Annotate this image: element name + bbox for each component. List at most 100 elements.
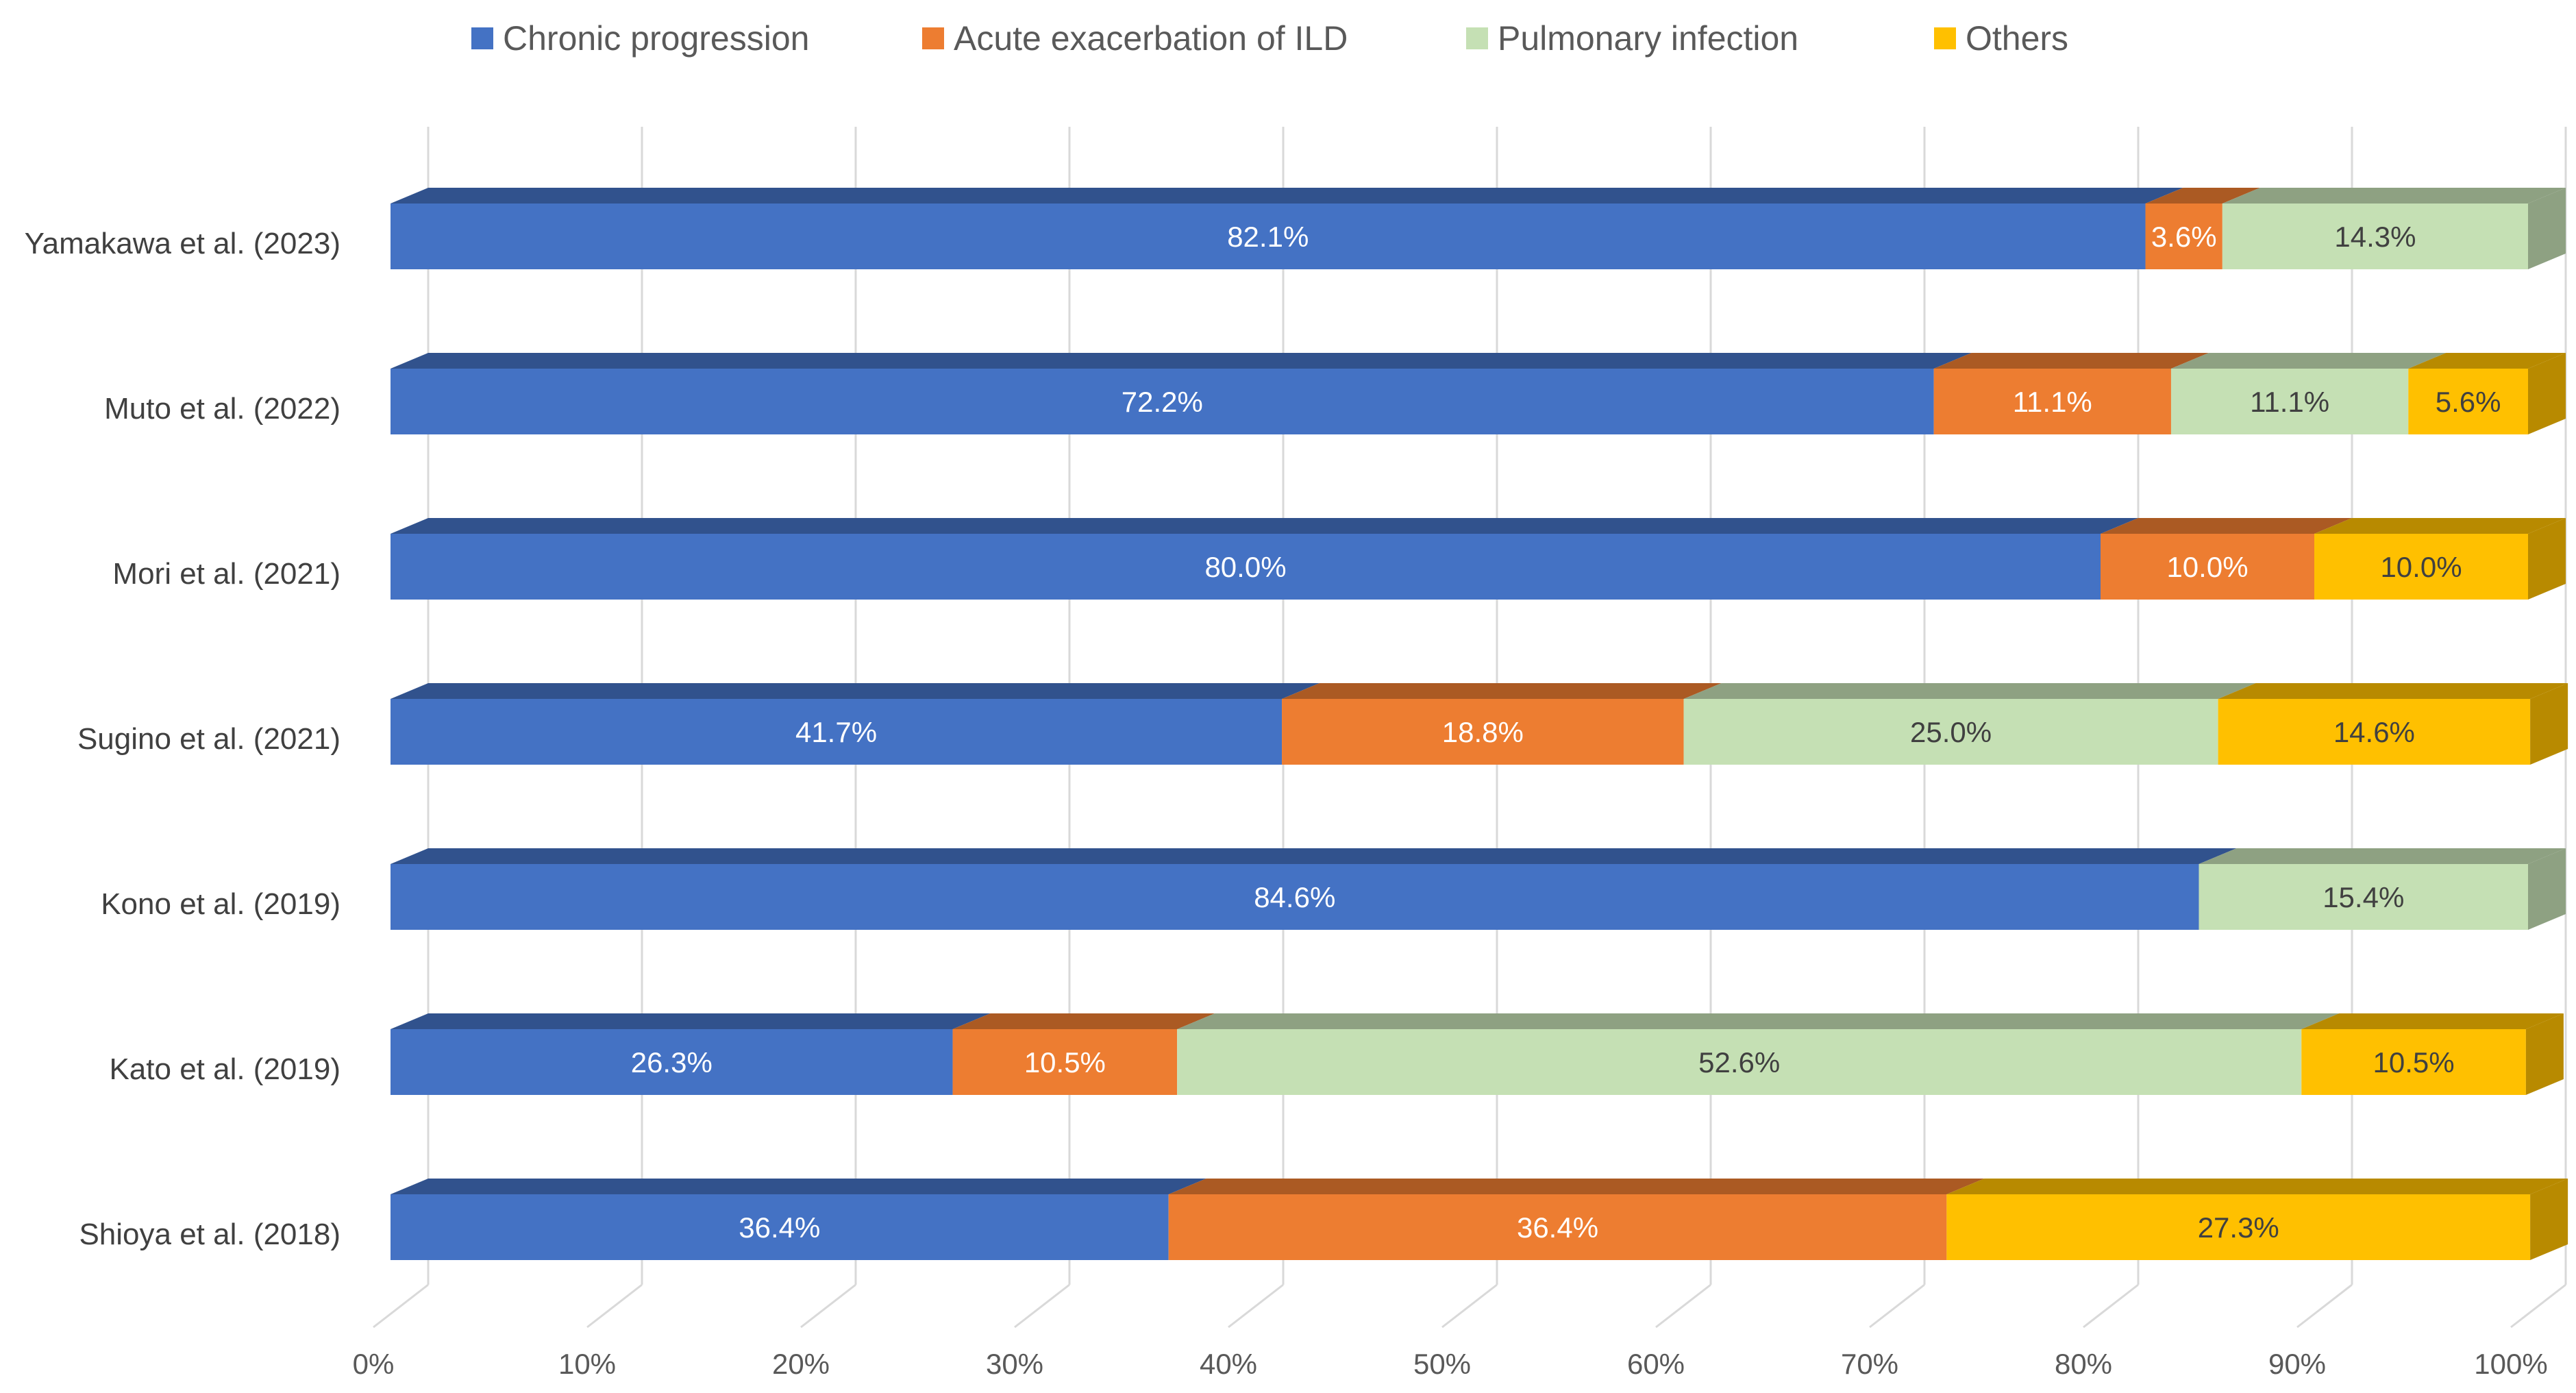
data-label: 10.5% [2373, 1046, 2455, 1078]
bar-front-face [1933, 369, 2171, 434]
category-axis: Yamakawa et al. (2023) Muto et al. (2022)… [25, 227, 340, 1251]
floor-gridline [1014, 1283, 1070, 1329]
data-label: 41.7% [795, 716, 877, 748]
bar-top-face [1282, 683, 1722, 699]
data-label: 84.6% [1254, 881, 1335, 913]
x-tick-label: 30% [986, 1348, 1043, 1380]
x-tick-label: 20% [772, 1348, 830, 1380]
bar-segment-acute-exacerbation-of-ild [1282, 683, 1722, 765]
data-label: 26.3% [631, 1046, 713, 1078]
bar-front-face [391, 864, 2199, 930]
floor-gridline [1655, 1283, 1711, 1329]
bar-top-face [2101, 518, 2352, 534]
bar-segment-others [2218, 683, 2568, 765]
x-tick-label: 90% [2268, 1348, 2326, 1380]
bar-segment-acute-exacerbation-of-ild [952, 1013, 1215, 1095]
x-tick-label: 50% [1413, 1348, 1471, 1380]
bar-end-face [2528, 848, 2566, 930]
bar-front-face [2301, 1029, 2526, 1095]
bar-segment-chronic-progression [391, 1013, 991, 1095]
x-tick-label: 40% [1200, 1348, 1257, 1380]
bar-top-face [1933, 353, 2209, 369]
bar-segment-others [2301, 1013, 2564, 1095]
category-label: Mori et al. (2021) [112, 557, 340, 591]
data-label: 10.5% [1024, 1046, 1106, 1078]
bar-segment-others [2408, 353, 2566, 434]
bar-top-face [391, 1179, 1206, 1194]
bar-front-face [391, 369, 1934, 434]
data-label: 18.8% [1442, 716, 1524, 748]
x-tick-label: 70% [1841, 1348, 1898, 1380]
bar-front-face [1683, 699, 2218, 765]
floor-gridline [1228, 1283, 1284, 1329]
bar-top-face [2222, 188, 2566, 204]
bar-top-face [2145, 188, 2260, 204]
bar-front-face [391, 1029, 953, 1095]
legend-label: Acute exacerbation of ILD [954, 19, 1348, 58]
bar-front-face [2222, 204, 2528, 269]
bar-segment-pulmonary-infection [1683, 683, 2256, 765]
data-label: 52.6% [1698, 1046, 1780, 1078]
bar-top-face [2314, 518, 2566, 534]
data-label: 10.0% [2166, 551, 2248, 583]
bar-front-face [391, 699, 1283, 765]
value-axis: 0% 10% 20% 30% 40% 50% 60% 70% 80% 90% 100% [353, 1348, 2548, 1380]
bar-segment-chronic-progression [391, 683, 1320, 765]
category-label: Shioya et al. (2018) [79, 1218, 340, 1251]
floor-gridline [1441, 1283, 1498, 1329]
x-tick-label: 60% [1627, 1348, 1685, 1380]
bar-front-face [2145, 204, 2222, 269]
bar-front-face [2199, 864, 2528, 930]
bar-end-face [2530, 1179, 2568, 1260]
bar-front-face [2314, 534, 2528, 600]
bar-top-face [391, 518, 2138, 534]
data-label: 15.4% [2323, 881, 2404, 913]
legend-swatch [471, 27, 493, 49]
data-label: 3.6% [2151, 221, 2217, 253]
data-label: 27.3% [2198, 1211, 2279, 1244]
data-labels-layer: 82.1% 3.6% 14.3% 72.2% 11.1% 11.1% 5.6% 80.0% 10… [631, 221, 2501, 1244]
category-label: Yamakawa et al. (2023) [25, 227, 340, 260]
floor-gridline [800, 1283, 856, 1329]
legend-swatch [1466, 27, 1488, 49]
bar-top-face [952, 1013, 1215, 1029]
bar-segment-chronic-progression [391, 848, 2237, 930]
legend-item-pulmonary-infection: Pulmonary infection [1466, 19, 1798, 58]
bar-top-face [2170, 353, 2447, 369]
bar-front-face [1946, 1194, 2531, 1260]
bar-front-face [391, 1194, 1169, 1260]
category-label: Kono et al. (2019) [101, 887, 340, 921]
bar-segment-acute-exacerbation-of-ild [1933, 353, 2209, 434]
legend-label: Chronic progression [503, 19, 809, 58]
bar-segment-others [1946, 1179, 2568, 1260]
bar-top-face [391, 188, 2183, 204]
category-label: Kato et al. (2019) [109, 1052, 340, 1086]
bar-front-face [391, 204, 2146, 269]
floor-gridline [2296, 1283, 2353, 1329]
data-label: 72.2% [1122, 386, 1203, 418]
legend-item-acute-exacerbation-of-ild: Acute exacerbation of ILD [922, 19, 1348, 58]
bar-segment-chronic-progression [391, 1179, 1206, 1260]
legend-swatch [922, 27, 944, 49]
data-label: 11.1% [2013, 386, 2092, 418]
bar-front-face [1177, 1029, 2302, 1095]
bar-top-face [391, 1013, 991, 1029]
bar-segment-acute-exacerbation-of-ild [1168, 1179, 1985, 1260]
bar-segment-pulmonary-infection [2170, 353, 2447, 434]
bar-front-face [2218, 699, 2531, 765]
bar-segment-pulmonary-infection [2222, 188, 2566, 269]
bar-end-face [2530, 683, 2568, 765]
legend-label: Others [1966, 19, 2068, 58]
x-tick-label: 10% [558, 1348, 616, 1380]
data-label: 36.4% [739, 1211, 820, 1244]
data-label: 14.3% [2334, 221, 2416, 253]
bar-front-face [1168, 1194, 1947, 1260]
category-label: Muto et al. (2022) [104, 392, 340, 426]
bar-top-face [1177, 1013, 2340, 1029]
bar-front-face [952, 1029, 1178, 1095]
bar-top-face [2218, 683, 2568, 699]
data-label: 11.1% [2250, 386, 2329, 418]
bar-segment-acute-exacerbation-of-ild [2145, 188, 2260, 269]
bar-end-face [2528, 518, 2566, 600]
